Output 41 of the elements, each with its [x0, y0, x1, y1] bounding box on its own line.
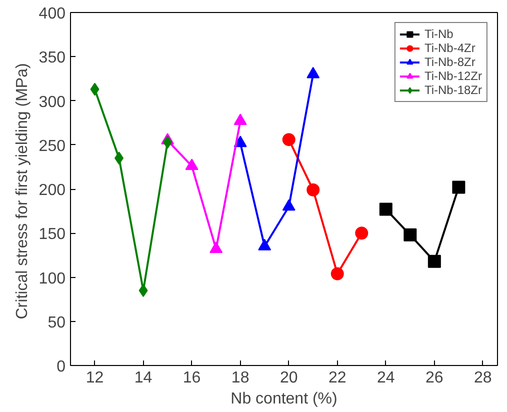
legend-label: Ti-Nb	[424, 27, 454, 41]
x-tick-label: 12	[86, 370, 104, 386]
legend-label: Ti-Nb-4Zr	[424, 41, 476, 55]
y-tick-label: 0	[56, 358, 66, 376]
y-tick-label: 400	[38, 6, 66, 22]
point	[306, 183, 320, 196]
y-tick-label: 250	[38, 138, 66, 155]
legend-label: Ti-Nb-12Zr	[424, 69, 482, 83]
point	[428, 254, 441, 268]
x-tick-label: 16	[182, 370, 201, 386]
point	[452, 180, 466, 194]
x-tick-label: 26	[426, 370, 444, 386]
y-tick-label: 350	[38, 50, 66, 67]
point	[90, 82, 100, 96]
point	[114, 152, 124, 165]
point	[282, 133, 296, 146]
x-tick-label: 24	[377, 370, 395, 386]
y-tick-label: 200	[38, 182, 66, 199]
y-tick-label: 100	[38, 270, 66, 288]
x-tick-label: 28	[474, 370, 492, 386]
point	[163, 136, 172, 149]
point	[355, 226, 368, 240]
legend-label: Ti-Nb-18Zr	[424, 83, 482, 97]
point	[282, 199, 296, 211]
point	[185, 158, 198, 170]
x-tick-label: 14	[134, 370, 152, 386]
point	[138, 284, 148, 297]
y-tick-label: 300	[38, 94, 66, 111]
point	[330, 267, 344, 280]
y-tick-label: 50	[48, 314, 66, 332]
y-axis-title: Critical stress for first yielding (MPa)	[14, 63, 31, 320]
legend-label: Ti-Nb-8Zr	[424, 55, 476, 69]
x-tick-label: 22	[328, 370, 346, 386]
x-tick-label: 18	[231, 370, 250, 386]
x-axis-title: Nb content (%)	[230, 390, 338, 408]
point	[234, 114, 247, 126]
y-tick-label: 150	[38, 226, 66, 244]
point	[404, 228, 417, 242]
point	[306, 66, 320, 78]
point	[379, 202, 392, 216]
x-tick-label: 20	[280, 370, 298, 386]
